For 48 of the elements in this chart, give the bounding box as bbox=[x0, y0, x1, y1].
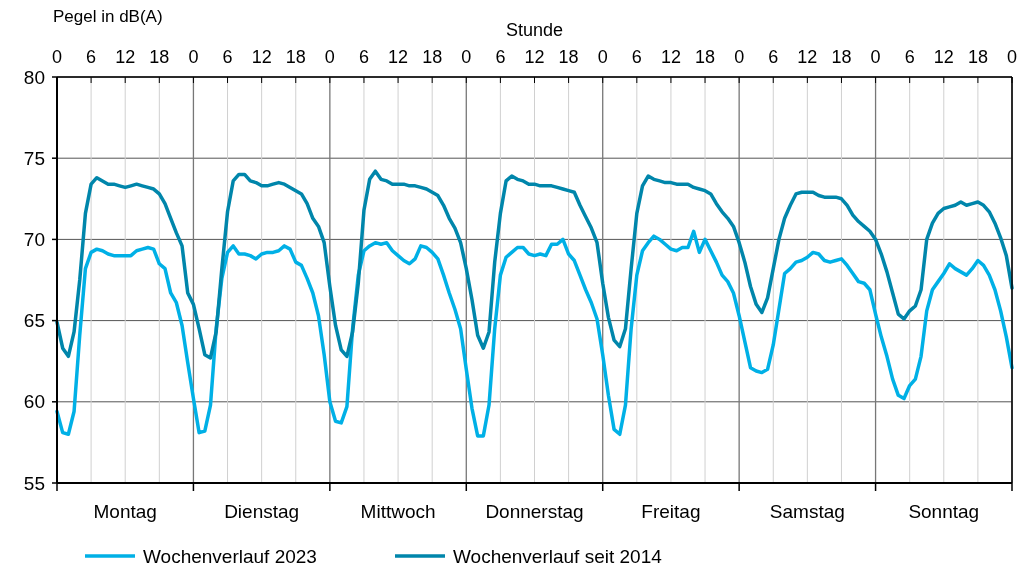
text: Sonntag bbox=[908, 501, 980, 522]
text: Samstag bbox=[769, 501, 845, 522]
x-tick-label: 12 bbox=[115, 47, 136, 67]
line-series bbox=[55, 229, 1014, 438]
x-tick-label: 0 bbox=[1006, 47, 1018, 67]
x-tick-label: 12 bbox=[524, 47, 545, 67]
x-tick-label: 0 bbox=[188, 47, 199, 67]
y-tick-label: 80 bbox=[23, 66, 45, 88]
text: Freitag bbox=[641, 501, 701, 522]
x-tick-label: 12 bbox=[660, 47, 681, 67]
legend-label: Wochenverlauf seit 2014 bbox=[453, 545, 663, 567]
x-tick-label: 0 bbox=[597, 47, 608, 67]
x-tick-label: 0 bbox=[734, 47, 745, 67]
x-tick-label: 18 bbox=[422, 47, 443, 67]
legend-label: Wochenverlauf 2023 bbox=[143, 545, 317, 567]
x-tick-label: 6 bbox=[631, 47, 642, 67]
x-axis-title: Stunde bbox=[505, 20, 564, 40]
x-tick-label: 18 bbox=[558, 47, 579, 67]
x-tick-label: 6 bbox=[222, 47, 233, 67]
x-tick-label: 18 bbox=[967, 47, 988, 67]
y-axis-title: Pegel in dB(A) bbox=[53, 7, 163, 26]
x-tick-label: 18 bbox=[149, 47, 170, 67]
x-tick-label: 12 bbox=[388, 47, 409, 67]
line-series bbox=[55, 169, 1014, 360]
x-tick-label: 0 bbox=[51, 47, 63, 67]
text: Donnerstag bbox=[485, 501, 584, 522]
x-tick-label: 12 bbox=[251, 47, 272, 67]
x-tick-label: 18 bbox=[695, 47, 716, 67]
text: Mittwoch bbox=[360, 501, 436, 522]
y-tick-label: 55 bbox=[23, 472, 45, 494]
y-tick-label: 75 bbox=[23, 147, 45, 169]
x-tick-label: 12 bbox=[933, 47, 954, 67]
x-tick-label: 0 bbox=[870, 47, 881, 67]
x-tick-label: 0 bbox=[324, 47, 335, 67]
x-tick-label: 12 bbox=[797, 47, 818, 67]
x-tick-label: 6 bbox=[86, 47, 97, 67]
text: Montag bbox=[93, 501, 157, 522]
x-tick-label: 6 bbox=[495, 47, 506, 67]
x-tick-label: 18 bbox=[285, 47, 306, 67]
x-tick-label: 6 bbox=[768, 47, 779, 67]
text: Dienstag bbox=[224, 501, 300, 522]
y-tick-label: 70 bbox=[23, 229, 45, 251]
x-tick-label: 6 bbox=[904, 47, 915, 67]
x-tick-label: 0 bbox=[461, 47, 472, 67]
x-tick-label: 18 bbox=[831, 47, 852, 67]
x-tick-label: 6 bbox=[358, 47, 369, 67]
y-tick-label: 65 bbox=[23, 310, 45, 332]
y-tick-label: 60 bbox=[23, 391, 45, 413]
